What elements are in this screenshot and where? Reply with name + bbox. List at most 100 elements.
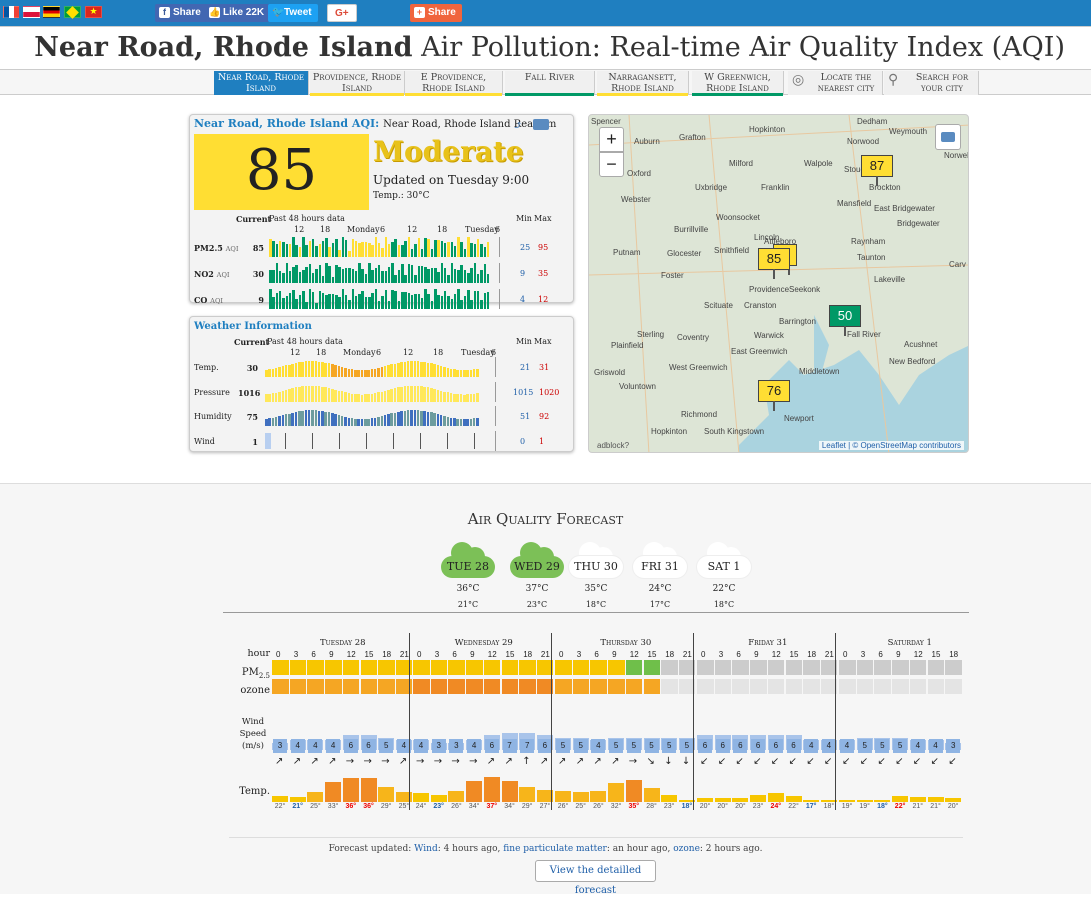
pm25-cell[interactable]	[483, 660, 501, 675]
ozone-cell[interactable]	[272, 679, 289, 694]
wind-link[interactable]: Wind	[414, 844, 438, 854]
temp-bar[interactable]	[643, 788, 660, 802]
wind-speed-value[interactable]: 6	[733, 739, 748, 753]
temp-bar[interactable]	[697, 798, 713, 802]
ozone-cell[interactable]	[430, 679, 448, 694]
wind-speed-value[interactable]: 6	[768, 739, 783, 753]
temp-bar[interactable]	[430, 794, 447, 802]
forecast-day-0[interactable]: TUE 28 36°C 21°C	[437, 542, 499, 610]
ozone-cell[interactable]	[483, 679, 501, 694]
pm25-cell[interactable]	[856, 660, 874, 675]
temp-bar[interactable]	[519, 787, 536, 802]
wind-speed-value[interactable]: 6	[751, 739, 766, 753]
wind-speed-value[interactable]: 6	[786, 739, 801, 753]
pm25-cell[interactable]	[413, 660, 430, 675]
ozone-link[interactable]: ozone	[673, 844, 700, 854]
nav-item-0[interactable]: Near Road, Rhode Island	[214, 71, 309, 95]
flag-br-icon[interactable]	[64, 6, 81, 19]
wind-speed-value[interactable]: 4	[821, 739, 836, 753]
temp-bar[interactable]	[625, 779, 642, 802]
ozone-cell[interactable]	[874, 679, 891, 694]
temp-bar[interactable]	[909, 797, 926, 802]
temp-bar[interactable]	[307, 792, 324, 802]
temp-bar[interactable]	[892, 795, 909, 802]
temp-bar[interactable]	[536, 789, 553, 802]
ozone-cell[interactable]	[625, 679, 643, 694]
pm25-cell[interactable]	[892, 660, 909, 675]
map-marker-50[interactable]: 50	[829, 305, 861, 336]
ozone-cell[interactable]	[413, 679, 430, 694]
temp-bar[interactable]	[927, 797, 944, 802]
facebook-share-button[interactable]: f Share	[155, 4, 207, 22]
ozone-cell[interactable]	[395, 679, 413, 694]
ozone-cell[interactable]	[927, 679, 944, 694]
pm25-cell[interactable]	[803, 660, 820, 675]
forecast-day-4[interactable]: SAT 1 22°C 18°C	[693, 542, 755, 610]
pm25-cell[interactable]	[289, 660, 307, 675]
temp-bar[interactable]	[448, 790, 465, 802]
temp-bar[interactable]	[342, 778, 359, 802]
temp-bar[interactable]	[785, 795, 802, 802]
wind-speed-value[interactable]: 5	[875, 739, 890, 753]
temp-bar[interactable]	[325, 782, 342, 802]
wind-speed-value[interactable]: 5	[679, 739, 694, 753]
pm25-cell[interactable]	[945, 660, 962, 675]
ozone-cell[interactable]	[839, 679, 856, 694]
facebook-like-button[interactable]: 👍 Like 22K	[205, 4, 271, 22]
pm25-cell[interactable]	[342, 660, 360, 675]
wind-speed-value[interactable]: 4	[804, 739, 819, 753]
tweet-button[interactable]: 🐦 Tweet	[268, 4, 318, 22]
temp-bar[interactable]	[714, 798, 731, 802]
wind-speed-value[interactable]: 7	[520, 739, 535, 753]
wind-speed-value[interactable]: 5	[626, 739, 641, 753]
wind-speed-value[interactable]: 3	[946, 739, 961, 753]
wind-speed-value[interactable]: 7	[502, 739, 517, 753]
pm25-cell[interactable]	[927, 660, 944, 675]
wind-speed-value[interactable]: 3	[431, 739, 446, 753]
wind-speed-value[interactable]: 5	[857, 739, 872, 753]
temp-bar[interactable]	[466, 780, 483, 802]
nav-item-6[interactable]: Locate the nearest city ◎	[788, 71, 883, 95]
nav-item-3[interactable]: Fall River	[505, 71, 595, 96]
wind-speed-value[interactable]: 5	[556, 739, 570, 753]
wind-speed-value[interactable]: 6	[698, 739, 712, 753]
temp-bar[interactable]	[608, 783, 625, 802]
temp-bar[interactable]	[590, 790, 607, 802]
share-button[interactable]: + Share	[410, 4, 462, 22]
temp-bar[interactable]	[413, 793, 429, 802]
map-attribution[interactable]: Leaflet | © OpenStreetMap contributors	[818, 441, 964, 450]
flag-de-icon[interactable]	[43, 6, 60, 18]
temp-bar[interactable]	[289, 797, 306, 802]
map-marker-85[interactable]: 85	[758, 248, 790, 279]
pm25-cell[interactable]	[678, 660, 696, 675]
wind-speed-value[interactable]: 6	[361, 739, 376, 753]
nav-item-5[interactable]: W Greenwich, Rhode Island	[692, 71, 784, 96]
temp-bar[interactable]	[483, 777, 500, 802]
layers-icon[interactable]	[533, 119, 549, 130]
ozone-cell[interactable]	[678, 679, 696, 694]
ozone-cell[interactable]	[732, 679, 749, 694]
pm25-cell[interactable]	[767, 660, 785, 675]
ozone-cell[interactable]	[608, 679, 625, 694]
wind-speed-value[interactable]: 3	[449, 739, 464, 753]
pm25-cell[interactable]	[466, 660, 483, 675]
ozone-cell[interactable]	[750, 679, 767, 694]
pm25-cell[interactable]	[430, 660, 448, 675]
flag-vn-icon[interactable]: ★	[85, 6, 102, 18]
ozone-cell[interactable]	[289, 679, 307, 694]
temp-bar[interactable]	[272, 795, 288, 802]
pm25-cell[interactable]	[785, 660, 802, 675]
wind-speed-value[interactable]: 6	[484, 739, 499, 753]
wind-speed-value[interactable]: 5	[662, 739, 677, 753]
detailed-forecast-button[interactable]: View the detailled forecast	[535, 860, 656, 896]
temp-bar[interactable]	[767, 793, 784, 802]
wind-speed-value[interactable]: 4	[840, 739, 854, 753]
pm25-cell[interactable]	[378, 660, 395, 675]
wind-speed-value[interactable]: 6	[343, 739, 358, 753]
map-marker-76[interactable]: 76	[758, 380, 790, 411]
ozone-cell[interactable]	[820, 679, 838, 694]
temp-bar[interactable]	[839, 799, 855, 802]
ozone-cell[interactable]	[945, 679, 962, 694]
wind-speed-value[interactable]: 4	[467, 739, 482, 753]
ozone-cell[interactable]	[803, 679, 820, 694]
